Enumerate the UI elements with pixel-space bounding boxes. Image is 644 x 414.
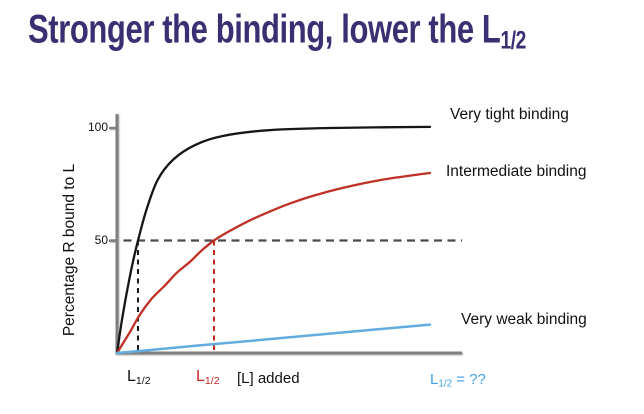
y-axis-title: Percentage R bound to L bbox=[61, 163, 78, 337]
slide-title: Stronger the binding, lower the L1/2 bbox=[28, 6, 526, 56]
legend-very-weak-binding: Very weak binding bbox=[461, 311, 587, 328]
very-tight-binding-curve bbox=[115, 125, 432, 355]
lhalf-label-intermediate-base: L bbox=[196, 368, 205, 385]
lhalf-label-weak-unknown: L1/2 = ?? bbox=[430, 371, 486, 390]
lhalf-label-weak-base: L bbox=[430, 371, 439, 388]
lhalf-label-tight-base: L bbox=[127, 368, 136, 385]
lhalf-label-intermediate: L1/2 bbox=[196, 368, 220, 387]
very-weak-binding-curve bbox=[115, 323, 432, 355]
x-axis-title: [L] added bbox=[237, 370, 300, 387]
lhalf-label-weak-sub: 1/2 bbox=[438, 378, 453, 390]
legend-very-tight-binding: Very tight binding bbox=[450, 106, 569, 123]
lhalf-label-intermediate-sub: 1/2 bbox=[204, 374, 220, 387]
legend-intermediate-binding: Intermediate binding bbox=[446, 163, 587, 180]
lhalf-label-weak-suffix: = ?? bbox=[452, 371, 486, 388]
slide-title-text: Stronger the binding, lower the L bbox=[28, 6, 501, 52]
slide-title-subscript: 1/2 bbox=[500, 27, 526, 56]
y-tick-label-100: 100 bbox=[87, 120, 108, 134]
lhalf-label-tight: L1/2 bbox=[127, 368, 151, 387]
lhalf-label-tight-sub: 1/2 bbox=[135, 374, 151, 387]
y-tick-label-50: 50 bbox=[94, 233, 108, 247]
intermediate-binding-curve bbox=[115, 171, 432, 355]
axes bbox=[109, 114, 462, 355]
